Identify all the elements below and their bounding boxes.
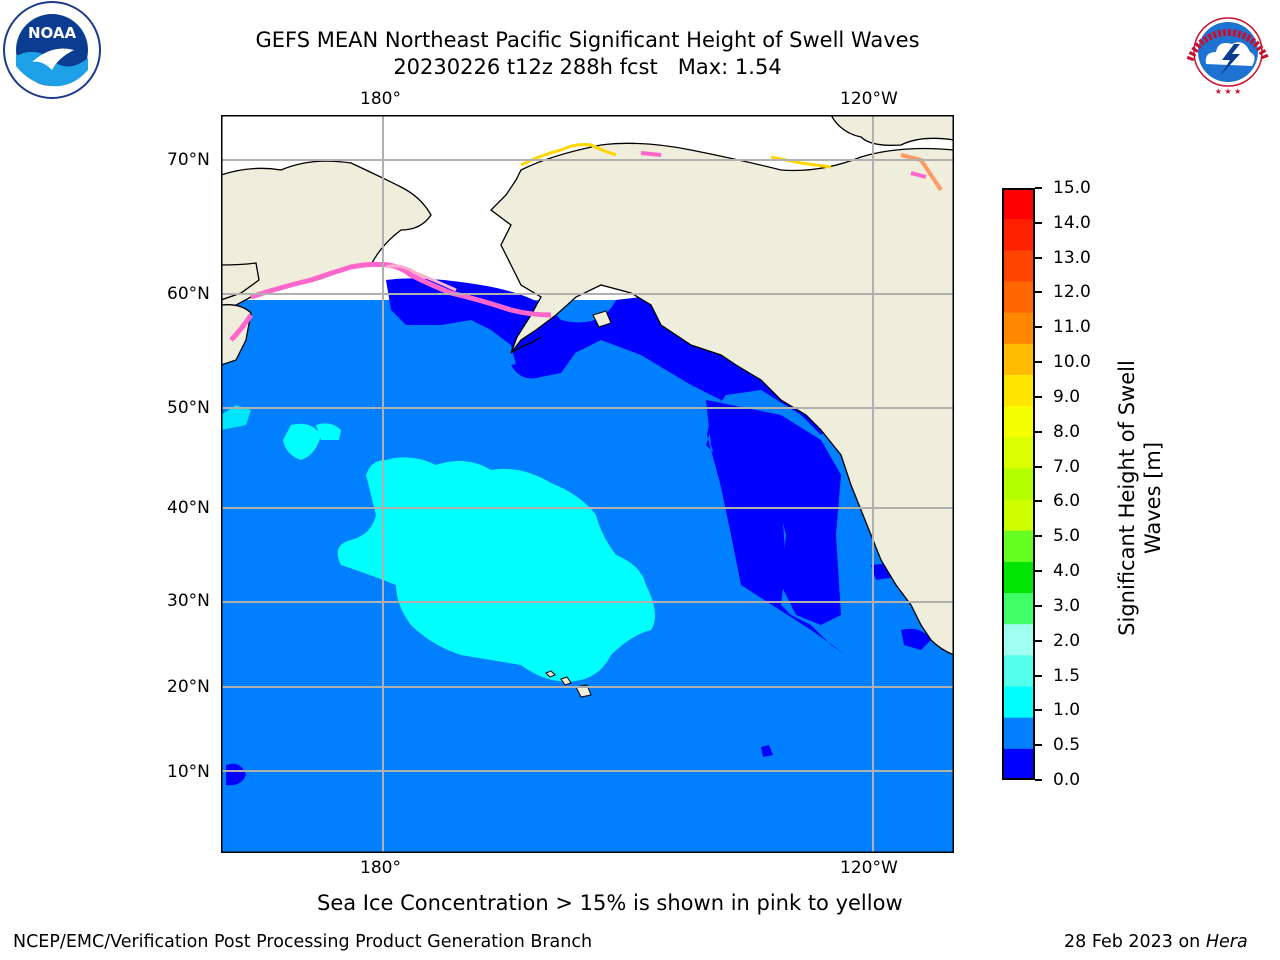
lon-label-bottom-120w: 120°W [840, 858, 898, 878]
colorbar-title: Significant Height of Swell Waves [m] [1115, 360, 1165, 636]
lat-label-10n: 10°N [167, 762, 210, 782]
max-value: Max: 1.54 [677, 55, 782, 79]
lon-label-top-180: 180° [360, 89, 401, 109]
colorbar-tick-mark [1035, 779, 1042, 781]
footer-branch: NCEP/EMC/Verification Post Processing Pr… [13, 932, 593, 952]
colorbar-tick-label: 15.0 [1053, 178, 1091, 198]
colorbar-tick-mark [1035, 744, 1042, 747]
colorbar-tick-label: 14.0 [1053, 212, 1091, 233]
colorbar-segment [1002, 748, 1035, 780]
colorbar-segment [1002, 406, 1035, 438]
colorbar-segment [1002, 312, 1035, 345]
colorbar-tick-label: 0.5 [1053, 735, 1081, 756]
colorbar-tick-mark [1035, 709, 1042, 712]
colorbar-segment [1002, 219, 1035, 251]
colorbar-segment [1002, 250, 1035, 283]
lat-label-30n: 30°N [167, 591, 210, 611]
colorbar-tick-label: 9.0 [1053, 386, 1081, 407]
colorbar-segment [1002, 374, 1035, 407]
colorbar-segment [1002, 281, 1035, 314]
colorbar-tick-label: 4.0 [1053, 561, 1081, 582]
colorbar-tick-mark [1035, 430, 1042, 433]
gulf-alaska-low [386, 278, 846, 655]
chart-title: GEFS MEAN Northeast Pacific Significant … [255, 28, 920, 52]
colorbar-tick-mark [1035, 256, 1042, 259]
nws-logo: ★ ★ ★ [1178, 2, 1278, 102]
colorbar-segment [1002, 717, 1035, 750]
noaa-logo: NOAA [2, 0, 102, 100]
colorbar-tick-mark [1035, 326, 1042, 329]
colorbar-segment [1002, 188, 1035, 220]
colorbar-tick-mark [1035, 639, 1042, 642]
map-svg [221, 115, 954, 853]
lat-label-50n: 50°N [167, 398, 210, 418]
colorbar-segment [1002, 624, 1035, 656]
colorbar-segment [1002, 499, 1035, 532]
colorbar-tick-mark [1035, 395, 1042, 398]
forecast-run: 20230226 t12z 288h fcst [393, 55, 658, 79]
lon-label-top-120w: 120°W [840, 89, 898, 109]
lat-label-60n: 60°N [167, 284, 210, 304]
colorbar-tick-label: 8.0 [1053, 421, 1081, 442]
cyan-swell-region [337, 457, 655, 682]
colorbar-segment [1002, 561, 1035, 594]
colorbar-tick-mark [1035, 221, 1042, 224]
colorbar-tick-mark [1035, 604, 1042, 607]
lat-label-40n: 40°N [167, 498, 210, 518]
colorbar-tick-label: 6.0 [1053, 491, 1081, 512]
colorbar-tick-label: 11.0 [1053, 317, 1091, 338]
colorbar-segment [1002, 468, 1035, 501]
noaa-logo-text: NOAA [28, 24, 77, 42]
colorbar-segment [1002, 530, 1035, 563]
north-america-land [490, 142, 954, 656]
colorbar-tick-mark [1035, 674, 1042, 677]
colorbar-segment [1002, 593, 1035, 625]
colorbar-tick-label: 12.0 [1053, 282, 1091, 303]
colorbar-tick-label: 0.0 [1053, 770, 1081, 790]
colorbar-segment [1002, 343, 1035, 376]
colorbar-tick-label: 10.0 [1053, 352, 1091, 373]
colorbar-tick-label: 7.0 [1053, 456, 1081, 477]
colorbar-tick-mark [1035, 291, 1042, 294]
sea-ice-note: Sea Ice Concentration > 15% is shown in … [317, 891, 903, 915]
svg-text:★ ★ ★: ★ ★ ★ [1215, 87, 1242, 96]
lon-label-bottom-180: 180° [360, 858, 401, 878]
colorbar-tick-label: 13.0 [1053, 247, 1091, 268]
sea-ice-edge-arctic [520, 143, 617, 167]
map-panel [221, 115, 954, 853]
colorbar-tick-mark [1035, 187, 1042, 189]
colorbar-tick-mark [1035, 535, 1042, 538]
colorbar-frame [1002, 188, 1035, 780]
nw-coast-low [706, 400, 841, 625]
lat-label-70n: 70°N [167, 150, 210, 170]
lat-label-20n: 20°N [167, 677, 210, 697]
footer-date: 28 Feb 2023 on Hera [1064, 932, 1248, 952]
colorbar-tick-label: 5.0 [1053, 526, 1081, 547]
footer-machine: Hera [1205, 932, 1248, 952]
colorbar [1002, 188, 1035, 780]
colorbar-segment [1002, 686, 1035, 719]
colorbar-tick-label: 1.5 [1053, 665, 1081, 686]
colorbar-tick-mark [1035, 570, 1042, 573]
graticule [221, 115, 954, 853]
colorbar-tick-mark [1035, 465, 1042, 468]
colorbar-segment [1002, 655, 1035, 688]
sea-ice-edge-bering [250, 261, 552, 318]
colorbar-tick-mark [1035, 361, 1042, 364]
colorbar-tick-label: 3.0 [1053, 595, 1081, 616]
colorbar-segment [1002, 437, 1035, 470]
colorbar-tick-label: 1.0 [1053, 700, 1081, 721]
chart-subtitle: 20230226 t12z 288h fcst Max: 1.54 [0, 54, 1175, 80]
colorbar-tick-label: 2.0 [1053, 630, 1081, 651]
colorbar-tick-mark [1035, 500, 1042, 503]
map-frame [221, 115, 954, 853]
